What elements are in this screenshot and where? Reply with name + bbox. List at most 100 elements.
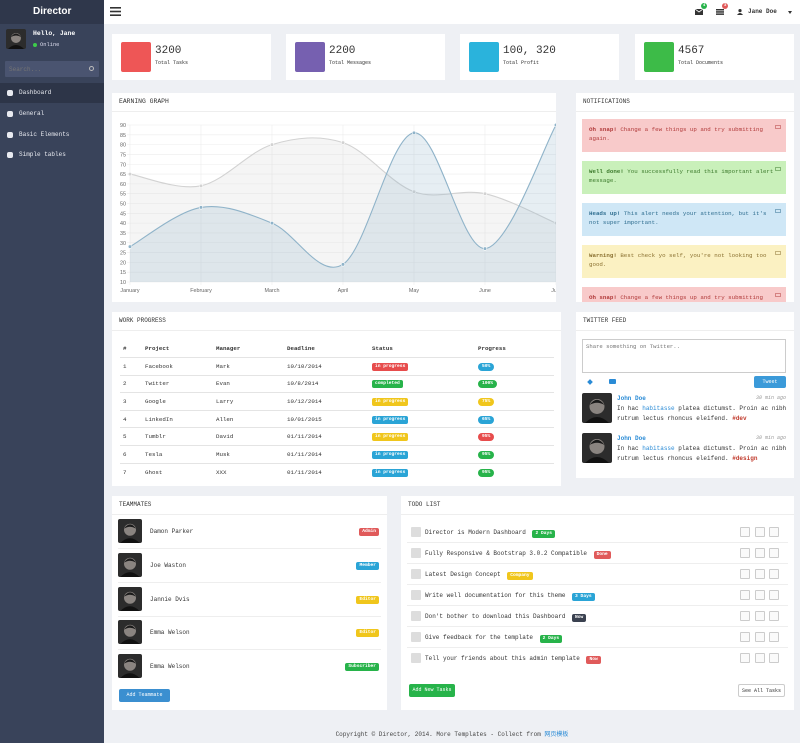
tweet-tag[interactable]: #design [732, 454, 758, 462]
menu-icon [7, 110, 13, 117]
role-badge: Member [356, 561, 379, 570]
menu-toggle[interactable] [110, 7, 121, 16]
edit-button[interactable] [755, 569, 765, 579]
checkbox[interactable] [411, 527, 421, 537]
stat-value: 3200 [155, 45, 182, 57]
shoulders [120, 673, 140, 679]
menu-item[interactable]: Basic Elements [0, 125, 104, 145]
data-point [553, 221, 556, 226]
tweet-link[interactable]: habitasse [642, 405, 675, 412]
stat-icon [469, 42, 499, 72]
location-icon[interactable] [587, 379, 593, 385]
chart: 10 15 20 25 30 35 40 45 50 55 60 65 70 75 80 85 90 Januar… [120, 122, 556, 294]
footer-link[interactable]: 网页模板 [544, 731, 569, 738]
delete-button[interactable] [769, 527, 779, 537]
done-button[interactable] [740, 653, 750, 663]
tasks-icon[interactable] [716, 9, 724, 15]
data-point [411, 130, 417, 135]
delete-button[interactable] [769, 548, 779, 558]
table-row: 2 Twitter Evan 10/8/2014 completed 100% [120, 374, 554, 393]
delete-button[interactable] [769, 632, 779, 642]
delete-button[interactable] [769, 611, 779, 621]
divider [407, 605, 788, 606]
todo-text: Fully Responsive & Bootstrap 3.0.2 Compa… [425, 550, 588, 557]
edit-button[interactable] [755, 653, 765, 663]
delete-button[interactable] [769, 590, 779, 600]
alert-close[interactable] [775, 251, 781, 255]
mail-badge: 4 [701, 3, 708, 9]
done-button[interactable] [740, 548, 750, 558]
search-box [5, 61, 99, 77]
avatar-face [8, 33, 24, 49]
alert-close[interactable] [775, 293, 781, 297]
checkbox[interactable] [411, 611, 421, 621]
camera-icon[interactable] [609, 379, 616, 384]
see-all-button[interactable]: See All Tasks [738, 684, 785, 697]
stat-value: 100, 320 [503, 45, 556, 57]
user-menu[interactable]: Jane Doe [748, 8, 777, 15]
menu-item[interactable]: General [0, 104, 104, 124]
progress-table: # Project Manager Deadline Status Progress 1 Fa… [120, 340, 554, 481]
edit-button[interactable] [755, 632, 765, 642]
stat-icon [295, 42, 325, 72]
edit-button[interactable] [755, 590, 765, 600]
series-area [130, 137, 556, 282]
tweet-button[interactable]: Tweet [754, 376, 786, 388]
cell: Tesla [142, 445, 213, 464]
checkbox[interactable] [411, 548, 421, 558]
checkbox[interactable] [411, 569, 421, 579]
edit-button[interactable] [755, 611, 765, 621]
checkbox[interactable] [411, 632, 421, 642]
cell: Allen [213, 409, 284, 428]
cell: 95% [475, 445, 554, 464]
alert-close[interactable] [775, 209, 781, 213]
cell: completed [369, 374, 475, 393]
done-button[interactable] [740, 590, 750, 600]
checkbox[interactable] [411, 590, 421, 600]
brand: Director [0, 0, 104, 24]
hair [124, 524, 136, 529]
add-task-button[interactable]: Add New Tasks [409, 684, 455, 697]
done-button[interactable] [740, 527, 750, 537]
edit-button[interactable] [755, 548, 765, 558]
tweet-part: In hac [617, 405, 643, 412]
add-teammate-button[interactable]: Add Teammate [119, 689, 170, 702]
cell: Facebook [142, 357, 213, 376]
role-badge: Editor [356, 629, 379, 638]
done-button[interactable] [740, 632, 750, 642]
alert-text: This alert needs your attention, but it'… [589, 210, 767, 226]
todo-tag: Now [572, 614, 587, 622]
cell: 10/8/2014 [284, 374, 369, 393]
divider [407, 584, 788, 585]
y-tick-label: 20 [120, 260, 126, 266]
tweet-input[interactable] [582, 339, 786, 373]
search-input[interactable] [5, 61, 85, 77]
checkbox[interactable] [411, 653, 421, 663]
delete-button[interactable] [769, 569, 779, 579]
done-button[interactable] [740, 611, 750, 621]
tweet-link[interactable]: habitasse [642, 445, 675, 452]
delete-button[interactable] [769, 653, 779, 663]
stat-value: 4567 [678, 45, 705, 57]
todo-tag: 2 Days [539, 635, 563, 643]
table-row: 3 Google Larry 10/12/2014 in progress 75% [120, 392, 554, 411]
alert-close[interactable] [775, 167, 781, 171]
todo-text: Don't bother to download this Dashboard [425, 613, 566, 620]
done-button[interactable] [740, 569, 750, 579]
tweet-tag[interactable]: #dev [732, 414, 747, 422]
shoulders [120, 571, 140, 577]
divider [407, 563, 788, 564]
data-point [553, 122, 556, 128]
alert-close[interactable] [775, 125, 781, 129]
hair [589, 439, 605, 445]
mail-icon[interactable] [695, 9, 703, 15]
todo-tag: 3 Days [572, 593, 595, 601]
y-tick-label: 65 [120, 172, 126, 178]
edit-button[interactable] [755, 527, 765, 537]
avatar-face [585, 399, 609, 423]
menu-item[interactable]: Simple tables [0, 145, 104, 165]
menu-item[interactable]: Dashboard [0, 83, 104, 103]
y-tick-label: 70 [120, 162, 126, 168]
cell: 7 [120, 462, 142, 481]
